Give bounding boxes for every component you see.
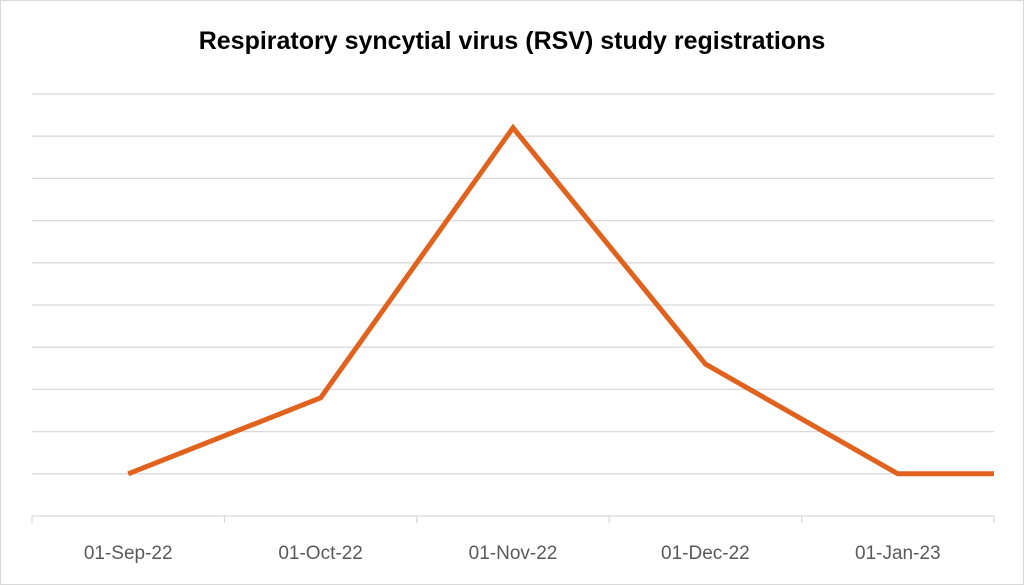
x-tick-label-2: 01-Oct-22 xyxy=(278,543,362,564)
x-tick-label-3: 01-Nov-22 xyxy=(469,543,558,564)
chart-title: Respiratory syncytial virus (RSV) study … xyxy=(198,27,826,55)
x-tick-label-4: 01-Dec-22 xyxy=(661,543,750,564)
series-line-1 xyxy=(127,123,994,477)
x-tick-label-1: 01-Sep-22 xyxy=(84,543,173,564)
x-tick-label-5: 01-Jan-23 xyxy=(855,543,941,564)
